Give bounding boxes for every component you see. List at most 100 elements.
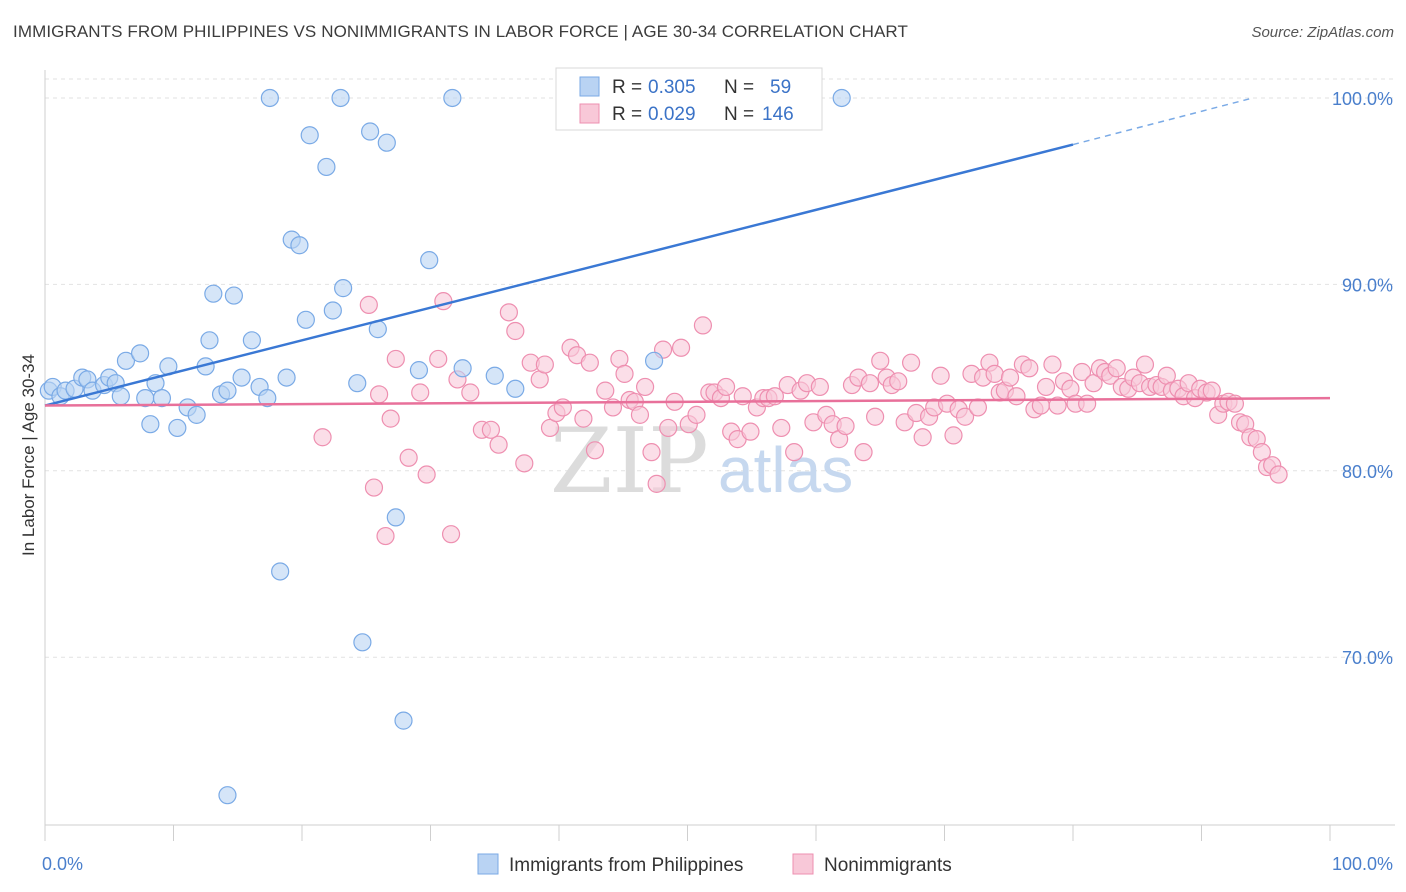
trend-line-philippines xyxy=(44,143,1074,407)
nonimmigrants-point-30 xyxy=(580,353,599,372)
nonimmigrants-point-75 xyxy=(860,374,880,393)
philippines-point-34 xyxy=(277,368,296,387)
philippines-point-13 xyxy=(130,344,150,363)
trend-lines xyxy=(44,97,1331,407)
nonimmigrants-point-76 xyxy=(866,407,885,426)
philippines-point-12 xyxy=(116,351,136,370)
y-tick-label-2: 90.0% xyxy=(1342,275,1393,295)
philippines-point-42 xyxy=(334,279,353,298)
legend-r-label-1: R = xyxy=(612,77,642,98)
legend-n-label-2: N = xyxy=(724,104,754,125)
nonimmigrants-point-39 xyxy=(635,377,655,397)
nonimmigrants-point-20 xyxy=(515,454,534,473)
nonimmigrants-point-38 xyxy=(630,405,650,424)
philippines-point-53 xyxy=(453,359,472,378)
nonimmigrants-point-4 xyxy=(376,526,395,546)
philippines-point-11 xyxy=(111,387,130,406)
nonimmigrants-point-77 xyxy=(871,351,890,370)
legend-stats-box xyxy=(555,67,823,131)
legend-swatch-nonimmigrants xyxy=(579,103,600,124)
trend-line-nonimmigrants xyxy=(44,396,1331,407)
series-philippines-points xyxy=(39,88,851,805)
y-tick-label-1: 80.0% xyxy=(1342,462,1393,482)
nonimmigrants-point-48 xyxy=(693,316,713,335)
philippines-point-44 xyxy=(353,633,372,652)
legend-n-value-2: 146 xyxy=(762,104,794,125)
gridlines xyxy=(45,78,1395,658)
philippines-point-56 xyxy=(832,88,851,108)
philippines-point-29 xyxy=(242,331,261,350)
nonimmigrants-point-74 xyxy=(854,443,873,462)
nonimmigrants-point-10 xyxy=(429,349,448,369)
nonimmigrants-point-106 xyxy=(1043,355,1062,374)
nonimmigrants-point-19 xyxy=(506,321,525,341)
axes xyxy=(44,70,1395,841)
nonimmigrants-point-23 xyxy=(535,355,554,374)
philippines-point-33 xyxy=(271,562,290,581)
nonimmigrants-point-84 xyxy=(913,428,932,447)
nonimmigrants-point-61 xyxy=(772,418,791,438)
nonimmigrants-point-43 xyxy=(659,418,678,438)
philippines-point-58 xyxy=(506,379,525,398)
nonimmigrants-point-16 xyxy=(481,420,500,439)
nonimmigrants-point-87 xyxy=(931,366,950,385)
nonimmigrants-point-105 xyxy=(1036,377,1056,397)
philippines-point-41 xyxy=(331,88,350,108)
y-tick-labels: 70.0% 80.0% 90.0% 100.0% xyxy=(1332,89,1393,668)
legend-r-label-2: R = xyxy=(612,104,642,125)
legend-bottom-swatch-philippines xyxy=(477,853,499,875)
legend-swatch-philippines xyxy=(579,76,600,97)
nonimmigrants-point-99 xyxy=(1000,368,1020,387)
y-tick-label-3: 100.0% xyxy=(1332,89,1393,109)
philippines-point-24 xyxy=(204,284,223,303)
nonimmigrants-point-80 xyxy=(889,372,908,391)
nonimmigrants-point-67 xyxy=(810,377,829,397)
nonimmigrants-point-31 xyxy=(585,441,605,460)
nonimmigrants-point-7 xyxy=(399,448,418,467)
nonimmigrants-point-6 xyxy=(386,349,405,369)
nonimmigrants-point-41 xyxy=(647,474,666,493)
philippines-point-38 xyxy=(300,126,319,145)
nonimmigrants-point-52 xyxy=(716,377,736,397)
nonimmigrants-point-12 xyxy=(441,525,461,544)
philippines-point-27 xyxy=(224,286,243,305)
nonimmigrants-point-17 xyxy=(489,435,508,454)
legend-series: Immigrants from Philippines Nonimmigrant… xyxy=(477,853,952,876)
nonimmigrants-point-35 xyxy=(615,364,634,383)
y-tick-label-0: 70.0% xyxy=(1342,648,1393,668)
philippines-point-36 xyxy=(290,236,309,255)
nonimmigrants-point-9 xyxy=(417,465,436,484)
nonimmigrants-point-89 xyxy=(944,426,963,445)
nonimmigrants-point-40 xyxy=(642,443,661,462)
philippines-point-52 xyxy=(443,88,462,108)
nonimmigrants-point-32 xyxy=(596,381,615,400)
x-tick-label-start: 0.0% xyxy=(42,854,83,874)
y-axis-title: In Labor Force | Age 30-34 xyxy=(19,354,38,556)
philippines-point-51 xyxy=(420,251,439,270)
nonimmigrants-point-0 xyxy=(313,428,332,447)
nonimmigrants-point-47 xyxy=(687,405,706,424)
philippines-point-23 xyxy=(200,331,219,350)
philippines-point-21 xyxy=(187,405,206,424)
series-nonimmigrants-points xyxy=(313,292,1288,546)
nonimmigrants-point-93 xyxy=(968,398,988,417)
philippines-point-48 xyxy=(386,508,405,527)
legend-r-value-2: 0.029 xyxy=(648,104,696,125)
philippines-point-54 xyxy=(485,366,504,385)
philippines-point-40 xyxy=(323,301,342,320)
legend-n-value-1: 59 xyxy=(770,77,791,98)
philippines-point-37 xyxy=(296,310,315,329)
philippines-point-19 xyxy=(168,418,187,438)
philippines-point-31 xyxy=(258,388,277,408)
philippines-point-26 xyxy=(218,381,237,400)
nonimmigrants-point-107 xyxy=(1048,396,1067,415)
legend-bottom-label-philippines: Immigrants from Philippines xyxy=(509,855,743,876)
legend-bottom-label-nonimmigrants: Nonimmigrants xyxy=(824,855,952,876)
nonimmigrants-point-100 xyxy=(1007,387,1026,406)
philippines-point-32 xyxy=(260,88,279,108)
nonimmigrants-point-45 xyxy=(671,338,691,357)
nonimmigrants-point-146 xyxy=(1269,465,1288,484)
nonimmigrants-point-8 xyxy=(411,383,430,402)
philippines-point-55 xyxy=(644,351,664,370)
